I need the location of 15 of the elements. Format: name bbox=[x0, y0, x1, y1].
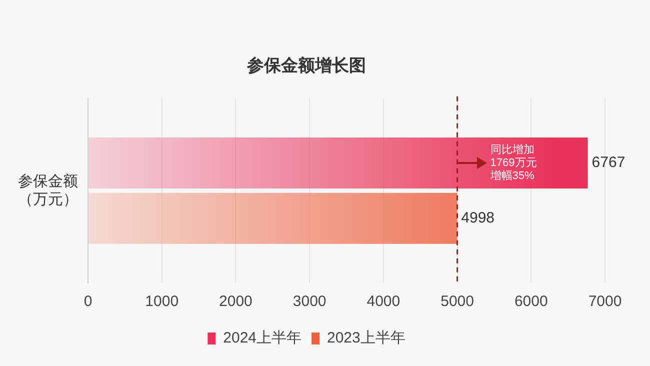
annotation: 同比增加1769万元增幅35% bbox=[489, 143, 537, 182]
x-tick-label: 3000 bbox=[292, 293, 326, 310]
legend-label: 2024上半年 bbox=[223, 330, 302, 347]
x-tick-label: 4000 bbox=[366, 293, 400, 310]
y-tick-label: 参保金额（万元） bbox=[18, 172, 78, 208]
x-tick-label: 5000 bbox=[440, 293, 474, 310]
x-tick-label: 6000 bbox=[514, 293, 548, 310]
chart-title: 参保金额增长图 bbox=[246, 56, 366, 75]
data-label: 6767 bbox=[592, 154, 626, 172]
x-tick-label: 7000 bbox=[588, 293, 622, 310]
x-tick-label: 2000 bbox=[219, 293, 252, 310]
legend-label: 2023上半年 bbox=[327, 330, 406, 347]
data-label: 4998 bbox=[461, 210, 495, 227]
x-tick-label: 1000 bbox=[145, 293, 179, 310]
x-tick-label: 0 bbox=[84, 293, 92, 310]
